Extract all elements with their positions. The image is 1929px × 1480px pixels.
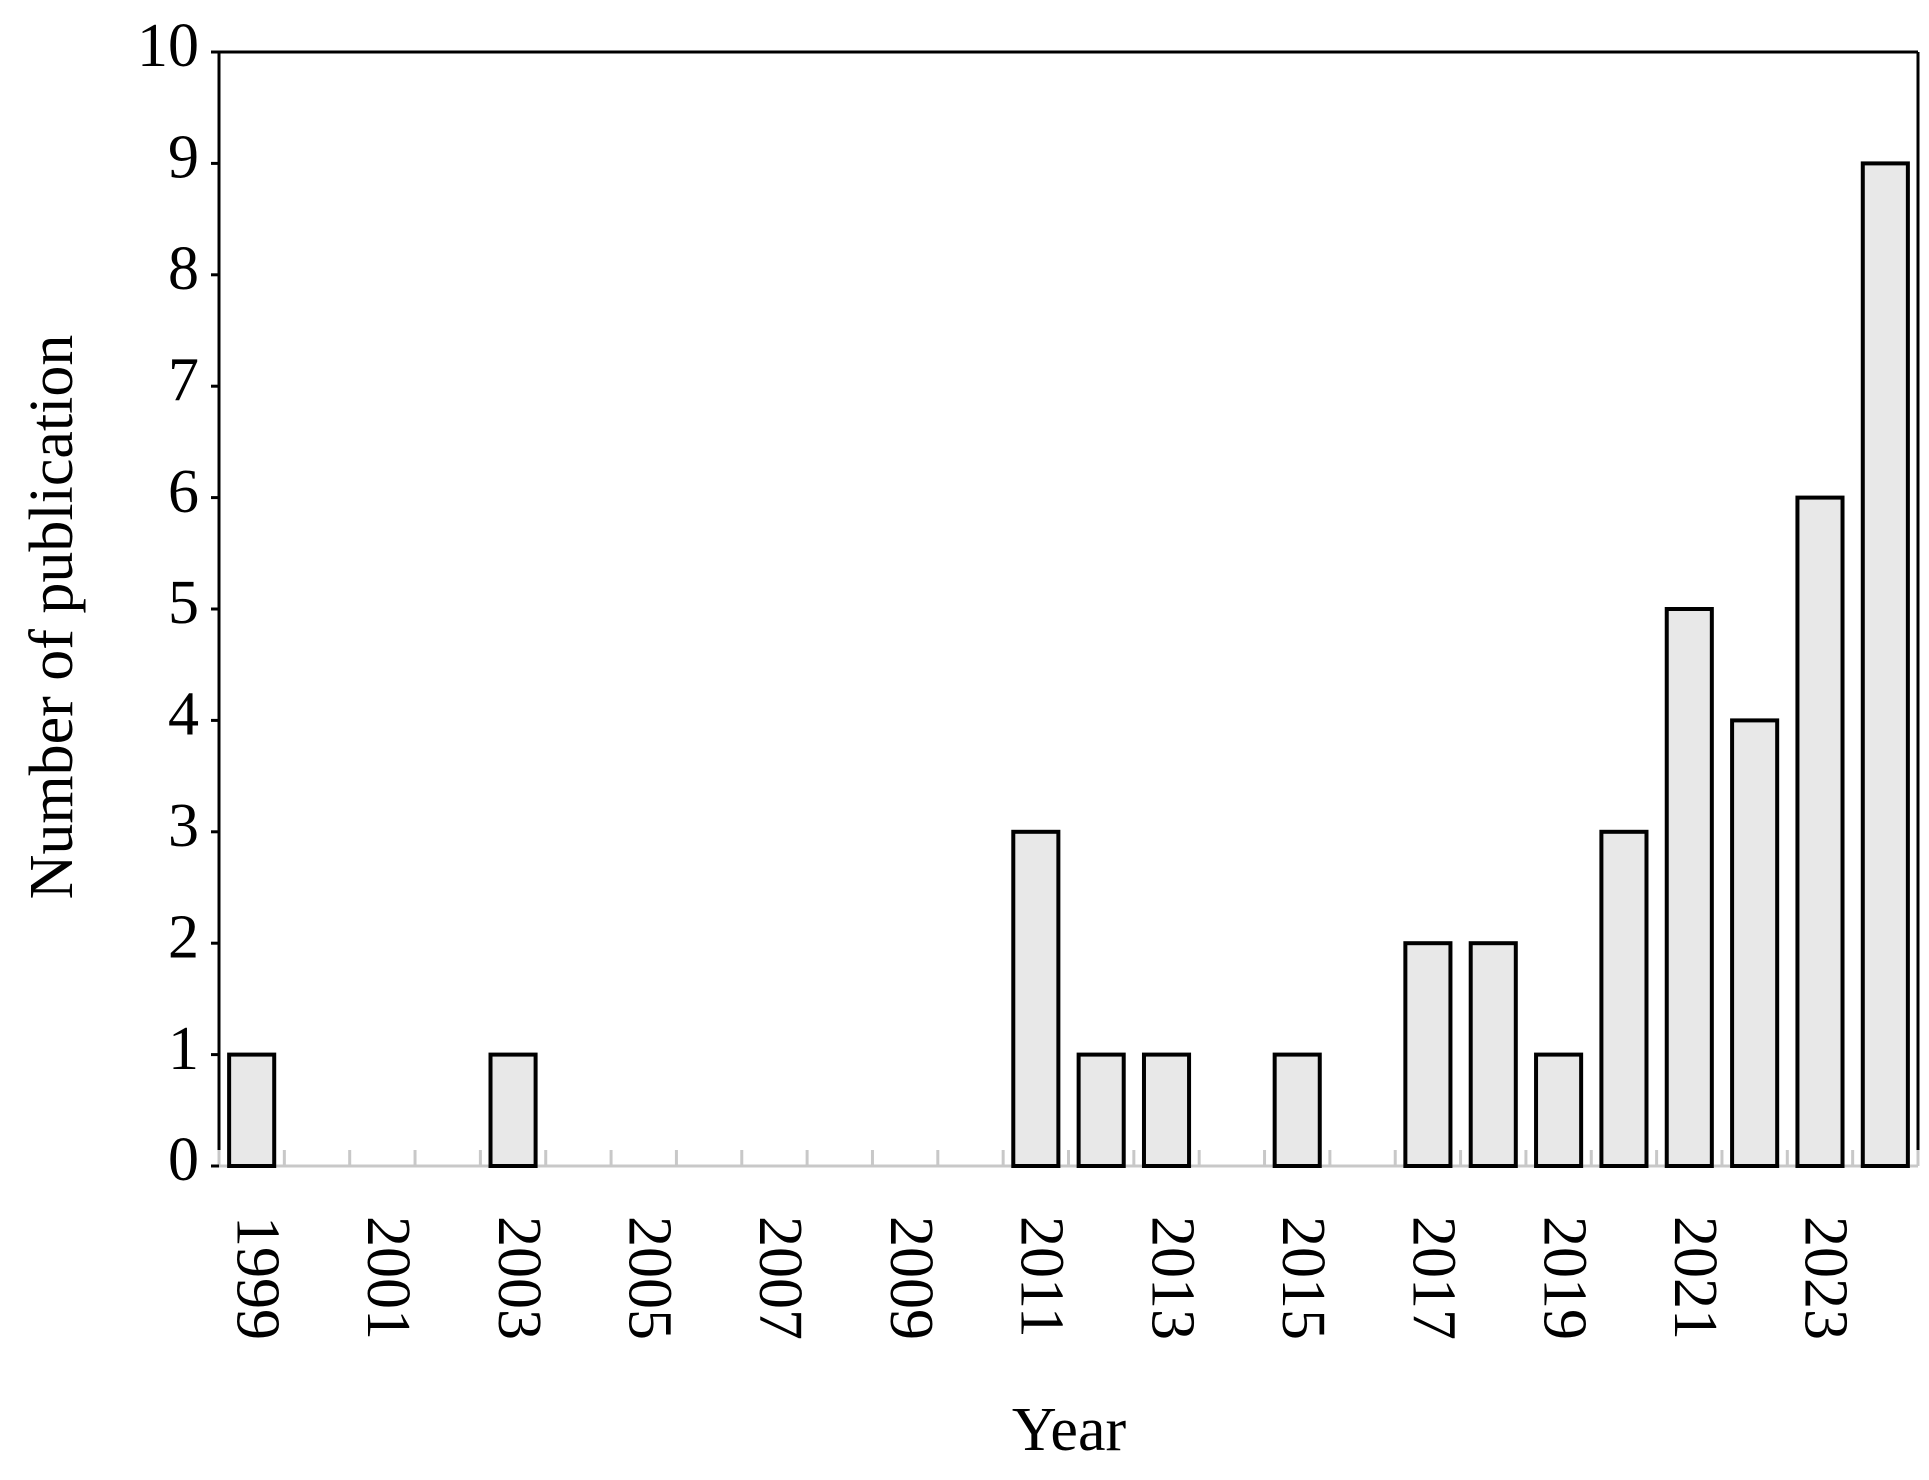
x-tick-label: 2023 (1792, 1216, 1860, 1340)
y-tick-label: 0 (168, 1126, 199, 1194)
x-tick-label: 2015 (1269, 1216, 1337, 1340)
y-tick-label: 4 (168, 681, 199, 749)
bar (1534, 1052, 1584, 1168)
bar (1076, 1052, 1126, 1168)
x-tick-label: 1999 (223, 1216, 291, 1340)
bar (1468, 941, 1518, 1169)
x-tick-label: 2011 (1008, 1216, 1076, 1338)
bar (1730, 718, 1780, 1169)
bar (1403, 941, 1453, 1169)
y-tick-label: 2 (168, 903, 199, 971)
x-tick-label: 2013 (1138, 1216, 1206, 1340)
bar (227, 1052, 277, 1168)
y-tick-label: 7 (168, 346, 199, 414)
y-tick-label: 3 (168, 792, 199, 860)
y-tick-label: 1 (168, 1015, 199, 1083)
x-tick-label: 2003 (485, 1216, 553, 1340)
x-tick-label: 2007 (746, 1216, 814, 1340)
x-tick-label: 2021 (1661, 1216, 1729, 1340)
bar (1860, 161, 1910, 1168)
bar (1664, 607, 1714, 1168)
bar (1272, 1052, 1322, 1168)
y-tick-label: 5 (168, 569, 199, 637)
x-tick-label: 2017 (1400, 1216, 1468, 1340)
y-tick-label: 8 (168, 235, 199, 303)
y-tick-label: 9 (168, 124, 199, 192)
x-tick-label: 2005 (616, 1216, 684, 1340)
x-tick-label: 2001 (354, 1216, 422, 1340)
x-axis-title: Year (1012, 1396, 1127, 1464)
y-tick-label: 10 (137, 12, 199, 80)
bar (1141, 1052, 1192, 1168)
bar (488, 1052, 538, 1168)
x-tick-label: 2009 (877, 1216, 945, 1340)
x-tick-label: 2019 (1530, 1216, 1598, 1340)
y-tick-label: 6 (168, 458, 199, 526)
y-axis-title: Number of publication (18, 335, 86, 900)
bar (1599, 829, 1649, 1168)
bar (1011, 829, 1061, 1168)
bar (1795, 495, 1845, 1169)
